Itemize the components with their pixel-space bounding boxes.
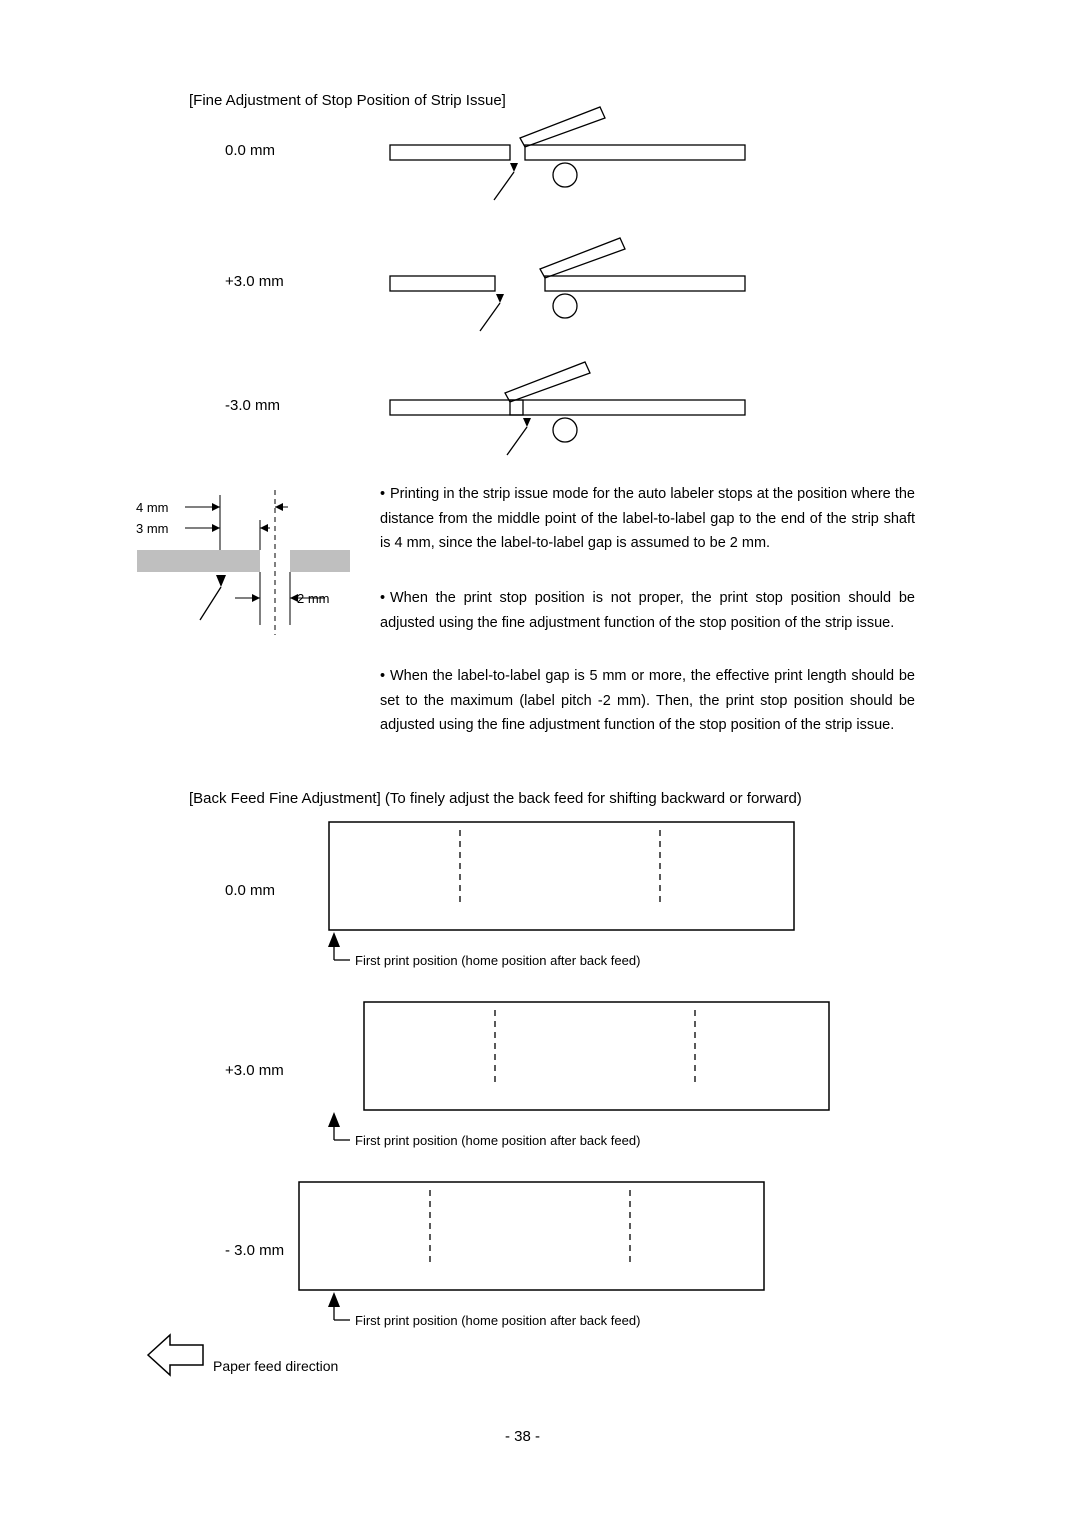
strip-diagram-1 [390, 246, 770, 336]
strip-row-label-1: +3.0 mm [225, 273, 284, 290]
backfeed-label-0: 0.0 mm [225, 882, 275, 899]
backfeed-diagram-1 [320, 1000, 840, 1150]
page-number: - 38 - [505, 1428, 540, 1445]
backfeed-caption-1: First print position (home position afte… [355, 1133, 640, 1148]
section1-title: [Fine Adjustment of Stop Position of Str… [189, 92, 506, 109]
backfeed-caption-0: First print position (home position afte… [355, 953, 640, 968]
backfeed-label-1: +3.0 mm [225, 1062, 284, 1079]
mini-diagram [130, 490, 360, 650]
strip-row-label-2: -3.0 mm [225, 397, 280, 414]
backfeed-diagram-2 [290, 1180, 800, 1330]
backfeed-diagram-0 [320, 820, 800, 970]
bullet-1: •When the print stop position is not pro… [380, 586, 915, 635]
bullet-0-text: Printing in the strip issue mode for the… [380, 486, 915, 551]
paper-feed-label: Paper feed direction [213, 1358, 338, 1374]
backfeed-label-2: - 3.0 mm [225, 1242, 284, 1259]
bullet-1-text: When the print stop position is not prop… [380, 590, 915, 631]
backfeed-caption-2: First print position (home position afte… [355, 1313, 640, 1328]
strip-diagram-2 [390, 370, 770, 460]
strip-diagram-0 [390, 115, 770, 205]
section2-title: [Back Feed Fine Adjustment] (To finely a… [189, 790, 802, 807]
strip-row-label-0: 0.0 mm [225, 142, 275, 159]
bullet-0: •Printing in the strip issue mode for th… [380, 482, 915, 556]
bullet-2: •When the label-to-label gap is 5 mm or … [380, 664, 915, 738]
paper-feed-arrow-icon [148, 1330, 208, 1380]
page: [Fine Adjustment of Stop Position of Str… [0, 0, 1080, 1528]
bullet-2-text: When the label-to-label gap is 5 mm or m… [380, 668, 915, 733]
